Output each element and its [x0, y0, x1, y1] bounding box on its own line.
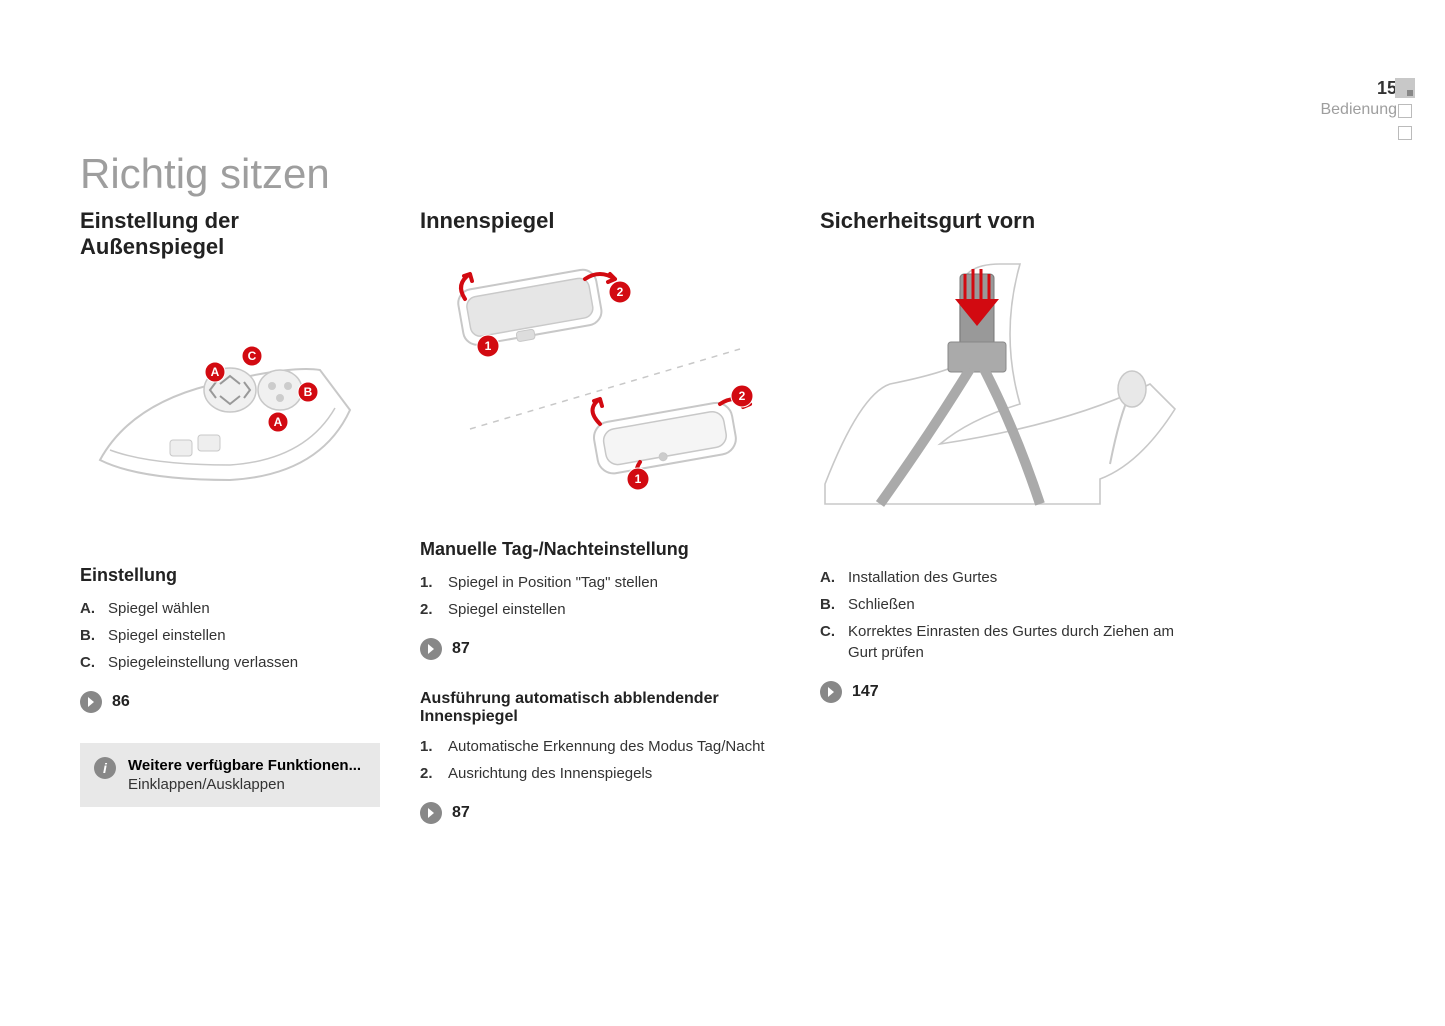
list-marker: B. [820, 594, 848, 615]
page-ref-number: 147 [852, 683, 879, 701]
list-text: Spiegeleinstellung verlassen [108, 652, 298, 673]
list-marker: B. [80, 625, 108, 646]
list-text: Spiegel einstellen [448, 599, 566, 620]
list-item: A.Spiegel wählen [80, 598, 380, 619]
subsection-title: Ausführung automatisch abblendender Inne… [420, 690, 780, 726]
list-marker: 1. [420, 572, 448, 593]
list-item: 1.Spiegel in Position "Tag" stellen [420, 572, 780, 593]
page-ref-number: 86 [112, 693, 130, 711]
goto-page-icon [420, 638, 442, 660]
page-reference: 147 [820, 681, 1180, 703]
list-item: C.Korrektes Einrasten des Gurtes durch Z… [820, 621, 1180, 663]
goto-page-icon [80, 691, 102, 713]
list-text: Korrektes Einrasten des Gurtes durch Zie… [848, 621, 1180, 663]
list-text: Automatische Erkennung des Modus Tag/Nac… [448, 736, 765, 757]
page-ref-number: 87 [452, 640, 470, 658]
info-heading: Weitere verfügbare Funktionen... [128, 757, 361, 774]
list-marker: 1. [420, 736, 448, 757]
callout-b: B [304, 385, 313, 399]
page-ref-number: 87 [452, 804, 470, 822]
tab-marker [1398, 126, 1412, 140]
list-marker: A. [80, 598, 108, 619]
instruction-list: A.Installation des Gurtes B.Schließen C.… [820, 567, 1180, 663]
callout-1-bot: 1 [635, 472, 642, 486]
list-marker: C. [80, 652, 108, 673]
page-reference: 86 [80, 691, 380, 713]
page-title: Richtig sitzen [80, 150, 1180, 198]
page-number: 15 [1320, 78, 1397, 99]
page-reference: 87 [420, 638, 780, 660]
column-seatbelt: Sicherheitsgurt vorn [820, 208, 1180, 824]
callout-a: A [211, 365, 220, 379]
illustration-interior-mirror: 1 2 1 2 [420, 254, 780, 514]
list-item: A.Installation des Gurtes [820, 567, 1180, 588]
list-marker: 2. [420, 599, 448, 620]
list-item: 2.Ausrichtung des Innenspiegels [420, 763, 780, 784]
goto-page-icon [420, 802, 442, 824]
column-title: Sicherheitsgurt vorn [820, 208, 1180, 234]
subsection-title: Einstellung [80, 565, 380, 586]
tab-marker [1398, 104, 1412, 118]
list-item: 2.Spiegel einstellen [420, 599, 780, 620]
list-marker: 2. [420, 763, 448, 784]
list-text: Schließen [848, 594, 915, 615]
list-item: 1.Automatische Erkennung des Modus Tag/N… [420, 736, 780, 757]
illustration-seatbelt [820, 254, 1180, 514]
callout-c: C [248, 349, 257, 363]
column-interior-mirror: Innenspiegel 1 [420, 208, 780, 824]
list-text: Spiegel wählen [108, 598, 210, 619]
info-text: Weitere verfügbare Funktionen... Einklap… [128, 757, 361, 793]
side-tab-markers [1395, 78, 1415, 148]
instruction-list: 1.Spiegel in Position "Tag" stellen 2.Sp… [420, 572, 780, 620]
illustration-mirror-controls: A B C A [80, 280, 380, 540]
page-reference: 87 [420, 802, 780, 824]
list-marker: C. [820, 621, 848, 663]
goto-page-icon [820, 681, 842, 703]
list-item: B.Spiegel einstellen [80, 625, 380, 646]
column-title: Innenspiegel [420, 208, 780, 234]
tab-marker-active [1395, 78, 1415, 98]
column-layout: Einstellung der Außenspiegel [80, 208, 1180, 824]
list-text: Ausrichtung des Innenspiegels [448, 763, 652, 784]
list-marker: A. [820, 567, 848, 588]
page-content: Richtig sitzen Einstellung der Außenspie… [80, 150, 1180, 824]
list-item: C.Spiegeleinstellung verlassen [80, 652, 380, 673]
info-detail: Einklappen/Ausklappen [128, 776, 361, 793]
section-name: Bedienung [1320, 101, 1397, 119]
callout-2-bot: 2 [739, 389, 746, 403]
list-text: Installation des Gurtes [848, 567, 997, 588]
info-icon: i [94, 757, 116, 779]
list-item: B.Schließen [820, 594, 1180, 615]
list-text: Spiegel einstellen [108, 625, 226, 646]
subsection-title: Manuelle Tag-/Nachteinstellung [420, 539, 780, 560]
info-box: i Weitere verfügbare Funktionen... Einkl… [80, 743, 380, 807]
instruction-list: A.Spiegel wählen B.Spiegel einstellen C.… [80, 598, 380, 673]
callout-1-top: 1 [485, 339, 492, 353]
column-exterior-mirror: Einstellung der Außenspiegel [80, 208, 380, 824]
instruction-list: 1.Automatische Erkennung des Modus Tag/N… [420, 736, 780, 784]
list-text: Spiegel in Position "Tag" stellen [448, 572, 658, 593]
callout-2-top: 2 [617, 285, 624, 299]
column-title: Einstellung der Außenspiegel [80, 208, 380, 260]
callout-a2: A [274, 415, 283, 429]
page-header: 15 Bedienung [1320, 78, 1397, 119]
